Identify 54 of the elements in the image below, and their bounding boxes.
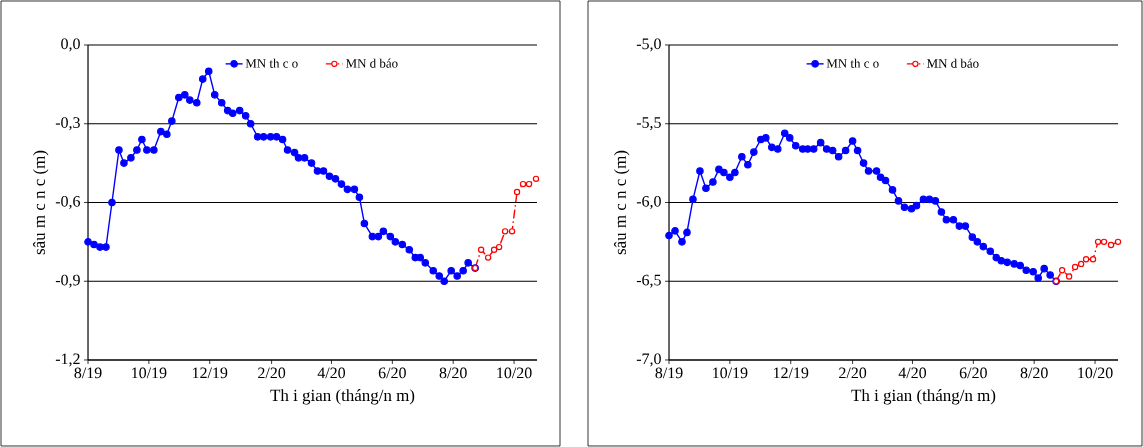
y-tick-label: -6,0	[636, 195, 661, 210]
x-tick-label: 4/20	[898, 367, 927, 379]
point	[1071, 263, 1079, 271]
y-tick-label: -7,0	[636, 353, 661, 367]
y-tick-label: -0,6	[55, 195, 81, 210]
point	[495, 243, 503, 251]
x-tick-label: 10/19	[132, 367, 167, 379]
x-tick-label: 10/20	[1078, 367, 1113, 379]
point	[477, 246, 485, 253]
x-tick-label: 6/20	[959, 367, 987, 379]
x-tick-label: 4/20	[317, 367, 346, 379]
x-axis-title: Th i gian (tháng/n m)	[270, 389, 415, 405]
point	[1107, 241, 1115, 249]
y-tick-label: -5,0	[636, 38, 661, 52]
x-tick-label: 2/20	[258, 367, 286, 379]
point	[519, 180, 527, 188]
point	[484, 254, 492, 261]
x-tick-label: 8/19	[655, 367, 683, 379]
x-tick-label: 10/19	[713, 367, 748, 379]
y-tick-label: -1,2	[55, 353, 80, 367]
point	[525, 180, 533, 188]
x-tick-label: 12/19	[192, 367, 228, 379]
point	[1094, 238, 1102, 246]
point	[1077, 260, 1085, 268]
legend-label: MN d báo	[345, 58, 398, 68]
y-axis-title: sâu m c n c (m)	[33, 150, 49, 255]
point	[513, 188, 521, 196]
x-tick-label: 8/19	[74, 367, 102, 379]
point	[1114, 238, 1122, 246]
x-tick-label: 2/20	[839, 367, 867, 379]
y-tick-label: -0,9	[55, 274, 80, 288]
y-tick-label: -6,5	[636, 274, 661, 288]
x-tick-label: 6/20	[378, 367, 406, 379]
point	[1058, 267, 1066, 274]
x-tick-label: 8/20	[1020, 367, 1048, 379]
point	[490, 246, 498, 253]
legend-label: MN d báo	[926, 58, 979, 68]
y-tick-label: -0,3	[55, 117, 80, 131]
point	[532, 175, 540, 183]
point	[1082, 255, 1090, 263]
y-tick-label: 0,0	[61, 38, 80, 52]
x-axis-title: Th i gian (tháng/n m)	[851, 389, 996, 405]
x-tick-label: 8/20	[439, 367, 467, 379]
y-tick-label: -5,5	[636, 117, 661, 131]
legend-label: MN th c o	[245, 58, 298, 68]
point	[1089, 255, 1097, 263]
legend-label: MN th c o	[826, 58, 879, 68]
x-tick-label: 10/20	[497, 367, 532, 379]
point	[1065, 273, 1073, 280]
point	[501, 228, 509, 235]
point	[1100, 238, 1108, 246]
y-axis-title: sâu m c n c (m)	[614, 150, 630, 255]
point	[508, 228, 516, 235]
x-tick-label: 12/19	[773, 367, 809, 379]
